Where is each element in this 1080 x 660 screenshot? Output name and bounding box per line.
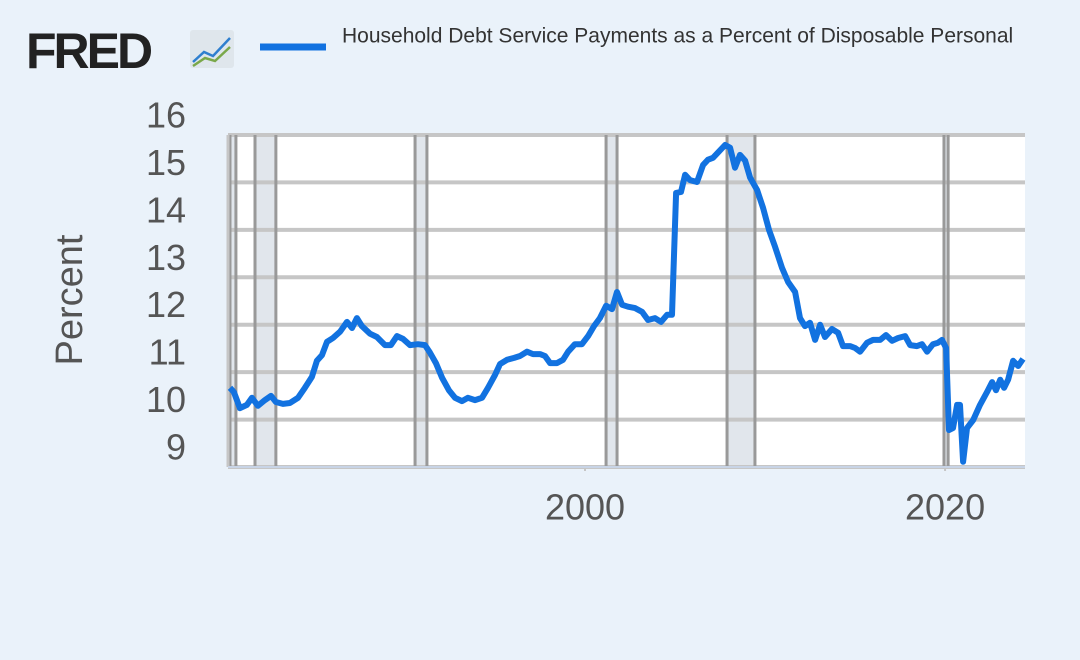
recession-band	[727, 135, 755, 467]
y-tick-label: 13	[146, 237, 186, 278]
y-tick-label: 11	[149, 332, 186, 373]
legend-label: Household Debt Service Payments as a Per…	[342, 25, 1013, 48]
series-line	[227, 142, 1026, 465]
recession-band	[229, 135, 236, 467]
y-tick-label: 9	[166, 427, 186, 468]
recession-band	[415, 135, 427, 467]
x-tick-label: 2000	[545, 487, 625, 528]
y-tick-label: 16	[146, 95, 186, 136]
y-axis-label: Percent	[49, 234, 91, 365]
logo: FRED	[26, 23, 152, 79]
x-tick-label: 2020	[905, 487, 985, 528]
y-tick-label: 10	[146, 379, 186, 420]
y-tick-label: 15	[146, 142, 186, 183]
plot-area	[228, 135, 1025, 467]
recession-band	[943, 135, 949, 467]
recession-band	[255, 135, 276, 467]
logo-icon	[190, 30, 234, 68]
y-tick-label: 12	[146, 284, 186, 325]
y-tick-label: 14	[146, 189, 186, 230]
plot: 9 10 11 12 13 14 15 16 2000 2020	[146, 95, 1026, 528]
